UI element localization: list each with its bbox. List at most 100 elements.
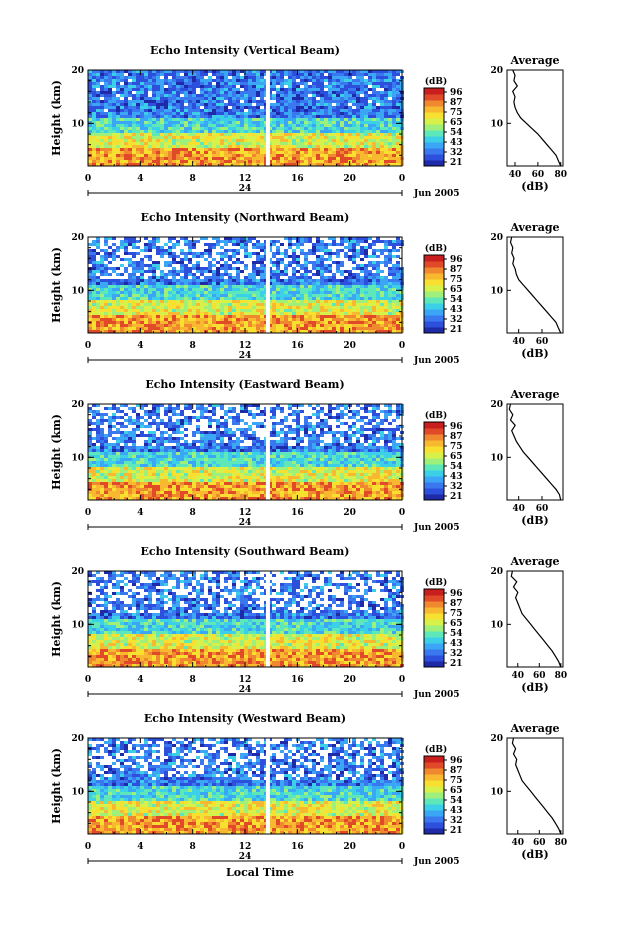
x-tick-label: 12 — [239, 842, 252, 852]
colorbar-swatch — [424, 476, 444, 483]
colorbar-swatch — [424, 273, 444, 280]
x-tick-label: 0 — [399, 508, 405, 518]
colorbar-tick-label: 54 — [450, 629, 463, 639]
colorbar-swatch — [424, 607, 444, 614]
colorbar-swatch — [424, 464, 444, 471]
y-tick-label: 10 — [71, 119, 84, 129]
colorbar-tick-label: 32 — [450, 816, 463, 826]
colorbar-tick-label: 21 — [450, 826, 463, 836]
y-tick-label: 20 — [71, 567, 84, 577]
colorbar-swatch — [424, 428, 444, 435]
colorbar-swatch — [424, 756, 444, 763]
colorbar-tick-label: 96 — [450, 255, 463, 265]
date-label: Jun 2005 — [413, 356, 460, 366]
colorbar-frame — [423, 421, 445, 501]
panel-title: Echo Intensity (Northward Beam) — [141, 211, 350, 224]
y-tick-label: 20 — [71, 233, 84, 243]
profile-x-label: (dB) — [521, 848, 548, 861]
x-tick-label: 0 — [85, 675, 91, 685]
colorbar-swatch — [424, 279, 444, 286]
colorbar-swatch — [424, 309, 444, 316]
colorbar-swatch — [424, 327, 444, 334]
colorbar-tick-label: 43 — [450, 472, 463, 482]
colorbar-swatch — [424, 631, 444, 638]
heatmap-cells — [88, 404, 404, 500]
x-tick-label: 20 — [343, 174, 356, 184]
x-tick-label: 0 — [85, 174, 91, 184]
x-tick-label: 4 — [137, 341, 143, 351]
colorbar-swatch — [424, 655, 444, 662]
colorbar-swatch — [424, 619, 444, 626]
profile-line — [508, 403, 562, 501]
x-tick-label: 16 — [291, 341, 304, 351]
colorbar-swatch — [424, 440, 444, 447]
profile-y-tick-label: 20 — [490, 233, 503, 243]
panel-title: Echo Intensity (Vertical Beam) — [150, 44, 340, 57]
colorbar-frame — [423, 87, 445, 167]
x-tick-label: 0 — [85, 341, 91, 351]
colorbar-frame — [423, 588, 445, 668]
heatmap-cells — [88, 70, 404, 166]
colorbar-swatch — [424, 810, 444, 817]
date-label: Jun 2005 — [413, 189, 460, 199]
profile-x-tick-label: 80 — [555, 671, 568, 681]
colorbar-swatch — [424, 434, 444, 441]
colorbar-swatch — [424, 291, 444, 298]
x-tick-label: 16 — [291, 842, 304, 852]
profile-y-tick-label: 20 — [490, 567, 503, 577]
x-tick-label: 16 — [291, 675, 304, 685]
colorbar-swatch — [424, 494, 444, 501]
x-tick-label: 0 — [85, 842, 91, 852]
colorbar-tick-label: 21 — [450, 659, 463, 669]
colorbar-swatch — [424, 100, 444, 107]
colorbar-tick-label: 87 — [450, 766, 463, 776]
profile-title: Average — [509, 555, 559, 568]
colorbar-swatch — [424, 798, 444, 805]
colorbar-swatch — [424, 637, 444, 644]
colorbar-frame — [423, 755, 445, 835]
colorbar-unit: (dB) — [425, 243, 447, 254]
profile-y-tick-label: 20 — [490, 66, 503, 76]
panel-2: Echo Intensity (Northward Beam) 20 10 Heigh… — [50, 211, 564, 366]
colorbar-swatch — [424, 613, 444, 620]
colorbar-swatch — [424, 160, 444, 167]
colorbar-tick-label: 87 — [450, 98, 463, 108]
colorbar-tick-label: 32 — [450, 649, 463, 659]
colorbar-tick-label: 43 — [450, 138, 463, 148]
y-tick-label: 10 — [71, 453, 84, 463]
colorbar-swatch — [424, 303, 444, 310]
day-label: 24 — [239, 351, 252, 361]
data-gap — [265, 738, 270, 834]
colorbar-swatch — [424, 822, 444, 829]
colorbar-tick-label: 75 — [450, 442, 463, 452]
colorbar-swatch — [424, 118, 444, 125]
y-tick-label: 10 — [71, 286, 84, 296]
profile-x-tick-label: 60 — [536, 504, 549, 514]
colorbar-frame — [423, 254, 445, 334]
x-tick-label: 0 — [399, 174, 405, 184]
colorbar-tick-label: 96 — [450, 422, 463, 432]
x-tick-label: 20 — [343, 341, 356, 351]
colorbar-swatch — [424, 786, 444, 793]
y-tick-label: 20 — [71, 734, 84, 744]
colorbar-tick-label: 75 — [450, 275, 463, 285]
profile-title: Average — [509, 722, 559, 735]
day-label: 24 — [239, 518, 252, 528]
x-tick-label: 20 — [343, 508, 356, 518]
y-axis-label: Height (km) — [50, 581, 63, 657]
colorbar-unit: (dB) — [425, 577, 447, 588]
colorbar-tick-label: 65 — [450, 619, 463, 629]
profile-title: Average — [509, 388, 559, 401]
profile-x-tick-label: 40 — [509, 170, 522, 180]
colorbar-tick-label: 96 — [450, 756, 463, 766]
profile-x-label: (dB) — [521, 514, 548, 527]
colorbar-tick-label: 54 — [450, 128, 463, 138]
x-tick-label: 0 — [399, 675, 405, 685]
x-tick-label: 4 — [137, 508, 143, 518]
x-tick-label: 12 — [239, 675, 252, 685]
profile-x-label: (dB) — [521, 347, 548, 360]
date-label: Jun 2005 — [413, 690, 460, 700]
profile-line — [510, 570, 562, 668]
colorbar-tick-label: 32 — [450, 482, 463, 492]
